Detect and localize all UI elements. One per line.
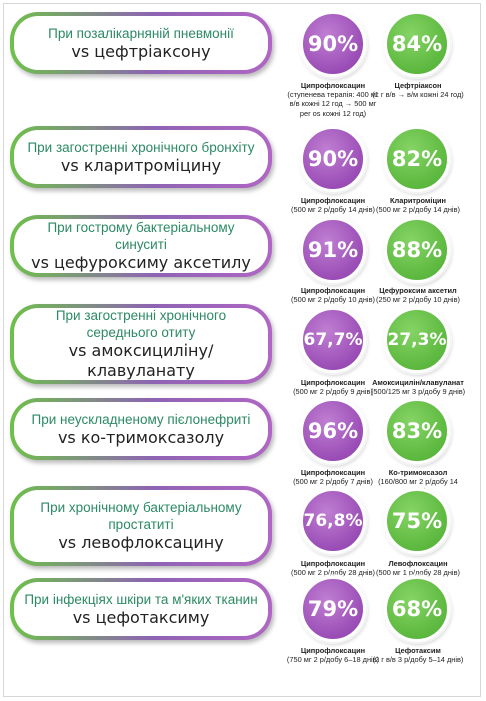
drug-dosage: (500/125 мг 3 р/добу 9 днів) (370, 387, 466, 397)
drug-dosage: (ступенева терапія: 400 мг в/в кожні 12 … (287, 90, 379, 118)
comparator-rate: 68% (384, 576, 450, 642)
ciprofloxacin-rate: 90% (300, 11, 366, 77)
drug-dosage: (2 г в/в 3 р/добу 5–14 днів) (372, 655, 464, 665)
condition-pill: При неускладненому пієлонефриті vs ко-тр… (10, 398, 272, 460)
drug-dosage: (1 г в/в → в/м кожні 24 год) (372, 90, 464, 100)
condition-pill: При загостренні хронічного середнього от… (10, 304, 272, 384)
condition-label: При хронічному бактеріальному простатиті (40, 500, 242, 532)
drug-dosage: (500 мг 2 р/добу 9 днів) (293, 387, 373, 397)
ciprofloxacin-rate: 90% (300, 126, 366, 192)
condition-label: При позалікарняній пневмонії (48, 25, 234, 41)
comparator-caption: Цефтріаксон (1 г в/в → в/м кожні 24 год) (370, 81, 466, 99)
drug-dosage: (250 мг 2 р/добу 10 днів) (376, 295, 460, 305)
drug-name: Ципрофлоксацин (300, 286, 366, 295)
drug-dosage: (500 мг 2 р/добу 10 днів) (291, 295, 375, 305)
drug-name: Амоксицилін/клавуланат (372, 378, 464, 387)
comparator-rate: 88% (384, 217, 450, 283)
condition-label: При загостренні хронічного середнього от… (55, 308, 227, 340)
condition-pill: При інфекціях шкіри та м'яких тканин vs … (10, 578, 272, 640)
drug-name: Цефуроксим аксетил (379, 286, 457, 295)
comparator-label: vs цефтріаксону (71, 41, 211, 61)
drug-name: Ципрофлоксацин (300, 81, 366, 90)
drug-dosage: (500 мг 2 р/добу 14 днів) (376, 205, 460, 215)
condition-label: При неускладненому пієлонефриті (31, 411, 251, 427)
drug-dosage: (500 мг 2 р/добу 28 днів) (291, 568, 375, 578)
comparator-label: vs цефотаксиму (72, 607, 210, 627)
ciprofloxacin-caption: Ципрофлоксацин (750 мг 2 р/добу 6–18 дні… (285, 646, 381, 664)
comparator-rate: 82% (384, 126, 450, 192)
comparator-label: vs ко-тримоксазолу (57, 427, 225, 447)
condition-pill: При гострому бактеріальному синуситі vs … (10, 215, 272, 277)
condition-label: При інфекціях шкіри та м'яких тканин (24, 591, 258, 607)
ciprofloxacin-rate: 79% (300, 576, 366, 642)
comparator-caption: Левофлоксацин (500 мг 1 р/добу 28 днів) (370, 559, 466, 577)
condition-pill: При позалікарняній пневмонії vs цефтріак… (10, 12, 272, 74)
drug-name: Ципрофлоксацин (300, 196, 366, 205)
comparator-caption: Кларитроміцин (500 мг 2 р/добу 14 днів) (370, 196, 466, 214)
drug-dosage: (500 мг 1 р/добу 28 днів) (376, 568, 460, 578)
comparator-caption: Цефотаксим (2 г в/в 3 р/добу 5–14 днів) (370, 646, 466, 664)
drug-name: Ципрофлоксацин (300, 646, 366, 655)
drug-name: Цефтріаксон (394, 81, 442, 90)
drug-name: Цефотаксим (395, 646, 441, 655)
comparator-rate: 83% (384, 398, 450, 464)
condition-pill: При загостренні хронічного бронхіту vs к… (10, 126, 272, 188)
ciprofloxacin-caption: Ципрофлоксацин (ступенева терапія: 400 м… (285, 81, 381, 118)
drug-name: Ципрофлоксацин (300, 468, 366, 477)
comparator-label: vs амоксициліну/клавуланату (68, 341, 214, 380)
drug-name: Ципрофлоксацин (300, 559, 366, 568)
comparator-rate: 75% (384, 488, 450, 554)
condition-label: При загостренні хронічного бронхіту (27, 139, 255, 155)
condition-label: При гострому бактеріальному синуситі (47, 220, 235, 252)
comparator-rate: 27,3% (384, 307, 450, 373)
drug-name: Ципрофлоксацин (300, 378, 366, 387)
comparator-rate: 84% (384, 11, 450, 77)
ciprofloxacin-rate: 91% (300, 217, 366, 283)
condition-pill: При хронічному бактеріальному простатиті… (10, 486, 272, 566)
ciprofloxacin-caption: Ципрофлоксацин (500 мг 2 р/добу 28 днів) (285, 559, 381, 577)
ciprofloxacin-caption: Ципрофлоксацин (500 мг 2 р/добу 14 днів) (285, 196, 381, 214)
comparator-label: vs цефуроксиму аксетилу (31, 253, 251, 272)
comparator-caption: Амоксицилін/клавуланат (500/125 мг 3 р/д… (370, 378, 466, 396)
ciprofloxacin-rate: 96% (300, 398, 366, 464)
drug-dosage: (500 мг 2 р/добу 7 днів) (293, 477, 373, 487)
drug-name: Кларитроміцин (390, 196, 446, 205)
ciprofloxacin-caption: Ципрофлоксацин (500 мг 2 р/добу 10 днів) (285, 286, 381, 304)
drug-dosage: (750 мг 2 р/добу 6–18 днів) (286, 655, 380, 665)
comparator-label: vs кларитроміцину (60, 155, 222, 175)
comparator-caption: Цефуроксим аксетил (250 мг 2 р/добу 10 д… (370, 286, 466, 304)
ciprofloxacin-rate: 76,8% (300, 488, 366, 554)
drug-name: Левофлоксацин (388, 559, 448, 568)
ciprofloxacin-caption: Ципрофлоксацин (500 мг 2 р/добу 7 днів) (285, 468, 381, 486)
drug-name: Ко-тримоксазол (388, 468, 448, 477)
page-frame (3, 3, 481, 697)
ciprofloxacin-caption: Ципрофлоксацин (500 мг 2 р/добу 9 днів) (285, 378, 381, 396)
drug-dosage: (500 мг 2 р/добу 14 днів) (291, 205, 375, 215)
ciprofloxacin-rate: 67,7% (300, 307, 366, 373)
comparator-label: vs левофлоксацину (58, 533, 224, 552)
